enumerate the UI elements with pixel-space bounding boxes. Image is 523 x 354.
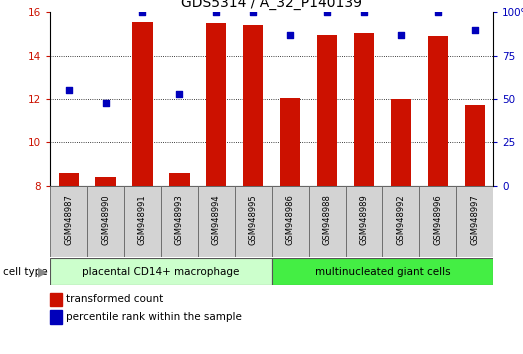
Text: GSM948992: GSM948992 <box>396 194 405 245</box>
Text: placental CD14+ macrophage: placental CD14+ macrophage <box>82 267 240 277</box>
Text: GSM948990: GSM948990 <box>101 194 110 245</box>
Bar <box>243 25 264 186</box>
Point <box>175 91 184 97</box>
Point <box>64 88 73 93</box>
Bar <box>354 33 374 186</box>
Bar <box>206 23 226 186</box>
Bar <box>317 35 337 186</box>
Text: GSM948995: GSM948995 <box>249 194 258 245</box>
Text: multinucleated giant cells: multinucleated giant cells <box>315 267 450 277</box>
Text: GSM948991: GSM948991 <box>138 194 147 245</box>
Bar <box>50 258 272 285</box>
Bar <box>59 173 79 186</box>
Point <box>323 10 331 15</box>
Text: percentile rank within the sample: percentile rank within the sample <box>66 312 242 322</box>
Point <box>101 100 110 105</box>
Text: ▶: ▶ <box>38 265 48 278</box>
Point <box>249 10 257 15</box>
Text: GSM948988: GSM948988 <box>323 194 332 245</box>
Point <box>212 10 221 15</box>
Point <box>138 10 146 15</box>
Bar <box>198 186 235 257</box>
Bar <box>456 186 493 257</box>
Bar <box>464 104 485 186</box>
Text: GSM948989: GSM948989 <box>359 194 369 245</box>
Bar <box>169 173 189 186</box>
Bar <box>87 186 124 257</box>
Bar <box>161 186 198 257</box>
Text: GSM948997: GSM948997 <box>470 194 479 245</box>
Text: GSM948993: GSM948993 <box>175 194 184 245</box>
Text: GSM948994: GSM948994 <box>212 194 221 245</box>
Bar <box>272 186 309 257</box>
Text: GSM948987: GSM948987 <box>64 194 73 245</box>
Bar <box>391 99 411 186</box>
Bar <box>124 186 161 257</box>
Bar <box>280 98 300 186</box>
Point <box>471 27 479 33</box>
Point <box>434 10 442 15</box>
Point <box>397 32 405 38</box>
Bar <box>95 177 116 186</box>
Bar <box>50 186 87 257</box>
Bar <box>419 186 456 257</box>
Bar <box>309 186 346 257</box>
Text: GSM948996: GSM948996 <box>434 194 442 245</box>
Text: GSM948986: GSM948986 <box>286 194 294 245</box>
Bar <box>428 36 448 186</box>
Bar <box>235 186 272 257</box>
Bar <box>132 22 153 186</box>
Title: GDS5314 / A_32_P140139: GDS5314 / A_32_P140139 <box>181 0 362 10</box>
Text: cell type: cell type <box>3 267 47 277</box>
Bar <box>272 258 493 285</box>
Point <box>286 32 294 38</box>
Bar <box>382 186 419 257</box>
Text: transformed count: transformed count <box>66 295 163 304</box>
Bar <box>346 186 382 257</box>
Point <box>360 10 368 15</box>
